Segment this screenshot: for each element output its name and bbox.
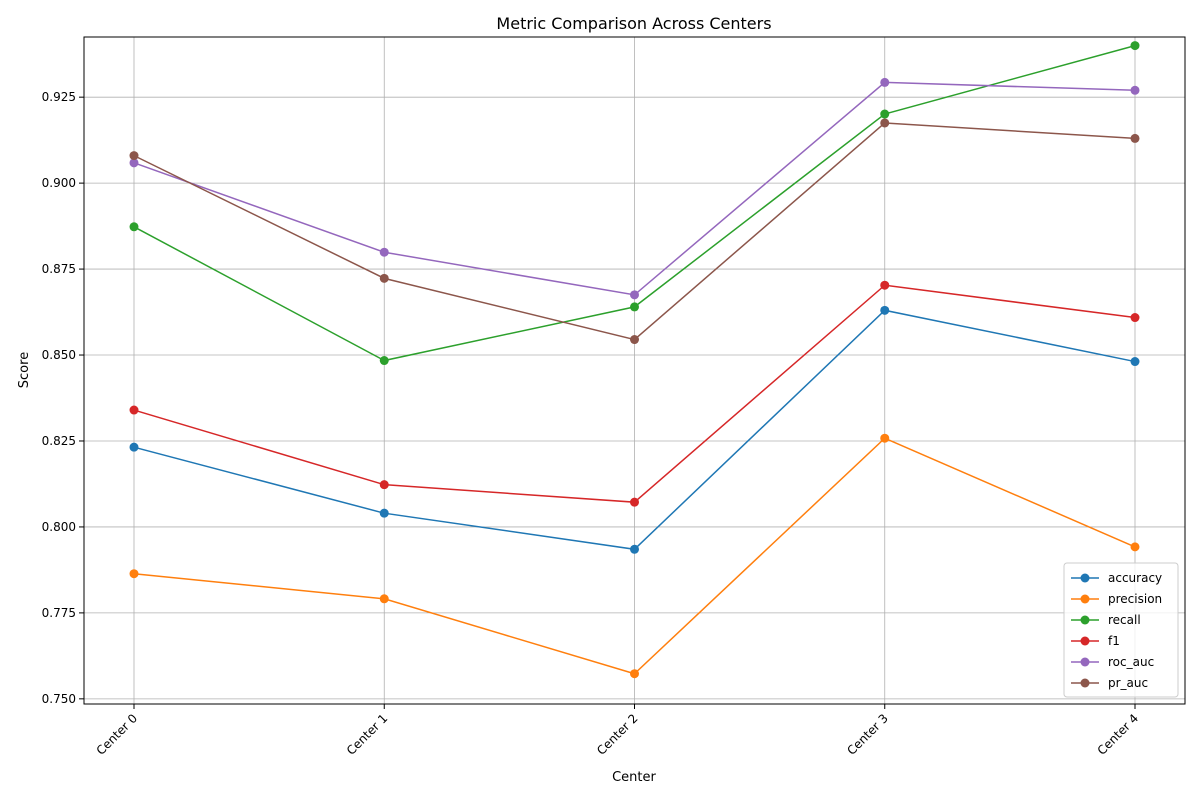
series-layer (129, 41, 1140, 679)
series-precision (129, 433, 1140, 679)
series-pr-auc (129, 118, 1140, 345)
data-point (1130, 357, 1140, 367)
legend-marker (1080, 657, 1090, 667)
legend-item-roc-auc: roc_auc (1071, 655, 1154, 669)
x-ticks: Center 0 Center 1 Center 2 Center 3 Center 4 (94, 704, 1142, 758)
legend: accuracy precision recall f1 roc_auc pr_auc (1063, 562, 1179, 698)
legend-item-pr-auc: pr_auc (1071, 676, 1148, 690)
legend-item-f1: f1 (1071, 634, 1120, 648)
data-point (379, 273, 389, 283)
series-f1 (129, 280, 1140, 507)
legend-label: f1 (1108, 634, 1120, 648)
legend-item-recall: recall (1071, 613, 1141, 627)
data-point (630, 497, 639, 507)
data-point (880, 305, 890, 315)
legend-marker (1080, 594, 1090, 604)
data-point (630, 302, 639, 312)
y-tick-label: 0.750 (42, 692, 76, 706)
data-point (129, 442, 139, 452)
legend-marker (1080, 573, 1090, 583)
data-point (630, 290, 639, 300)
y-tick-label: 0.775 (42, 606, 76, 620)
y-tick-label: 0.800 (42, 520, 76, 534)
legend-label: roc_auc (1108, 655, 1154, 669)
x-tick-label: Center 1 (344, 711, 391, 758)
data-point (129, 151, 139, 161)
series-recall (129, 41, 1140, 366)
legend-label: recall (1108, 613, 1141, 627)
legend-marker (1080, 636, 1090, 646)
x-tick-label: Center 0 (94, 711, 141, 758)
legend-label: accuracy (1108, 571, 1162, 585)
x-tick-label: Center 2 (594, 711, 641, 758)
series-accuracy (129, 305, 1140, 554)
series-roc-auc (129, 77, 1140, 300)
x-axis-label: Center (612, 770, 656, 785)
grid-layer (84, 37, 1185, 704)
legend-item-accuracy: accuracy (1071, 571, 1162, 585)
chart-title: Metric Comparison Across Centers (496, 14, 771, 33)
data-point (129, 158, 139, 168)
data-point (630, 669, 639, 679)
data-point (379, 247, 389, 257)
legend-box (1063, 562, 1179, 698)
y-tick-label: 0.850 (42, 348, 76, 362)
data-point (1130, 542, 1140, 552)
data-point (880, 77, 890, 87)
data-point (379, 594, 389, 604)
y-axis-label: Score (17, 352, 32, 388)
y-tick-label: 0.925 (42, 90, 76, 104)
data-point (129, 569, 139, 579)
data-point (1130, 133, 1140, 143)
legend-marker (1080, 678, 1090, 688)
data-point (1130, 41, 1140, 51)
data-point (880, 280, 890, 290)
data-point (129, 222, 139, 232)
y-ticks: 0.750 0.775 0.800 0.825 0.850 0.875 0.900 0.925 (42, 90, 84, 706)
legend-item-precision: precision (1071, 592, 1162, 606)
data-point (129, 405, 139, 415)
data-point (880, 109, 890, 119)
data-point (880, 433, 890, 443)
data-point (379, 508, 389, 518)
data-point (379, 480, 389, 490)
legend-label: pr_auc (1108, 676, 1148, 690)
data-point (1130, 85, 1140, 95)
data-point (1130, 313, 1140, 323)
x-tick-label: Center 3 (844, 711, 891, 758)
legend-label: precision (1108, 592, 1162, 606)
y-tick-label: 0.900 (42, 176, 76, 190)
data-point (880, 118, 890, 128)
x-tick-label: Center 4 (1095, 711, 1142, 758)
y-tick-label: 0.875 (42, 262, 76, 276)
legend-marker (1080, 615, 1090, 625)
data-point (630, 335, 639, 345)
data-point (630, 544, 639, 554)
data-point (379, 356, 389, 366)
y-tick-label: 0.825 (42, 434, 76, 448)
